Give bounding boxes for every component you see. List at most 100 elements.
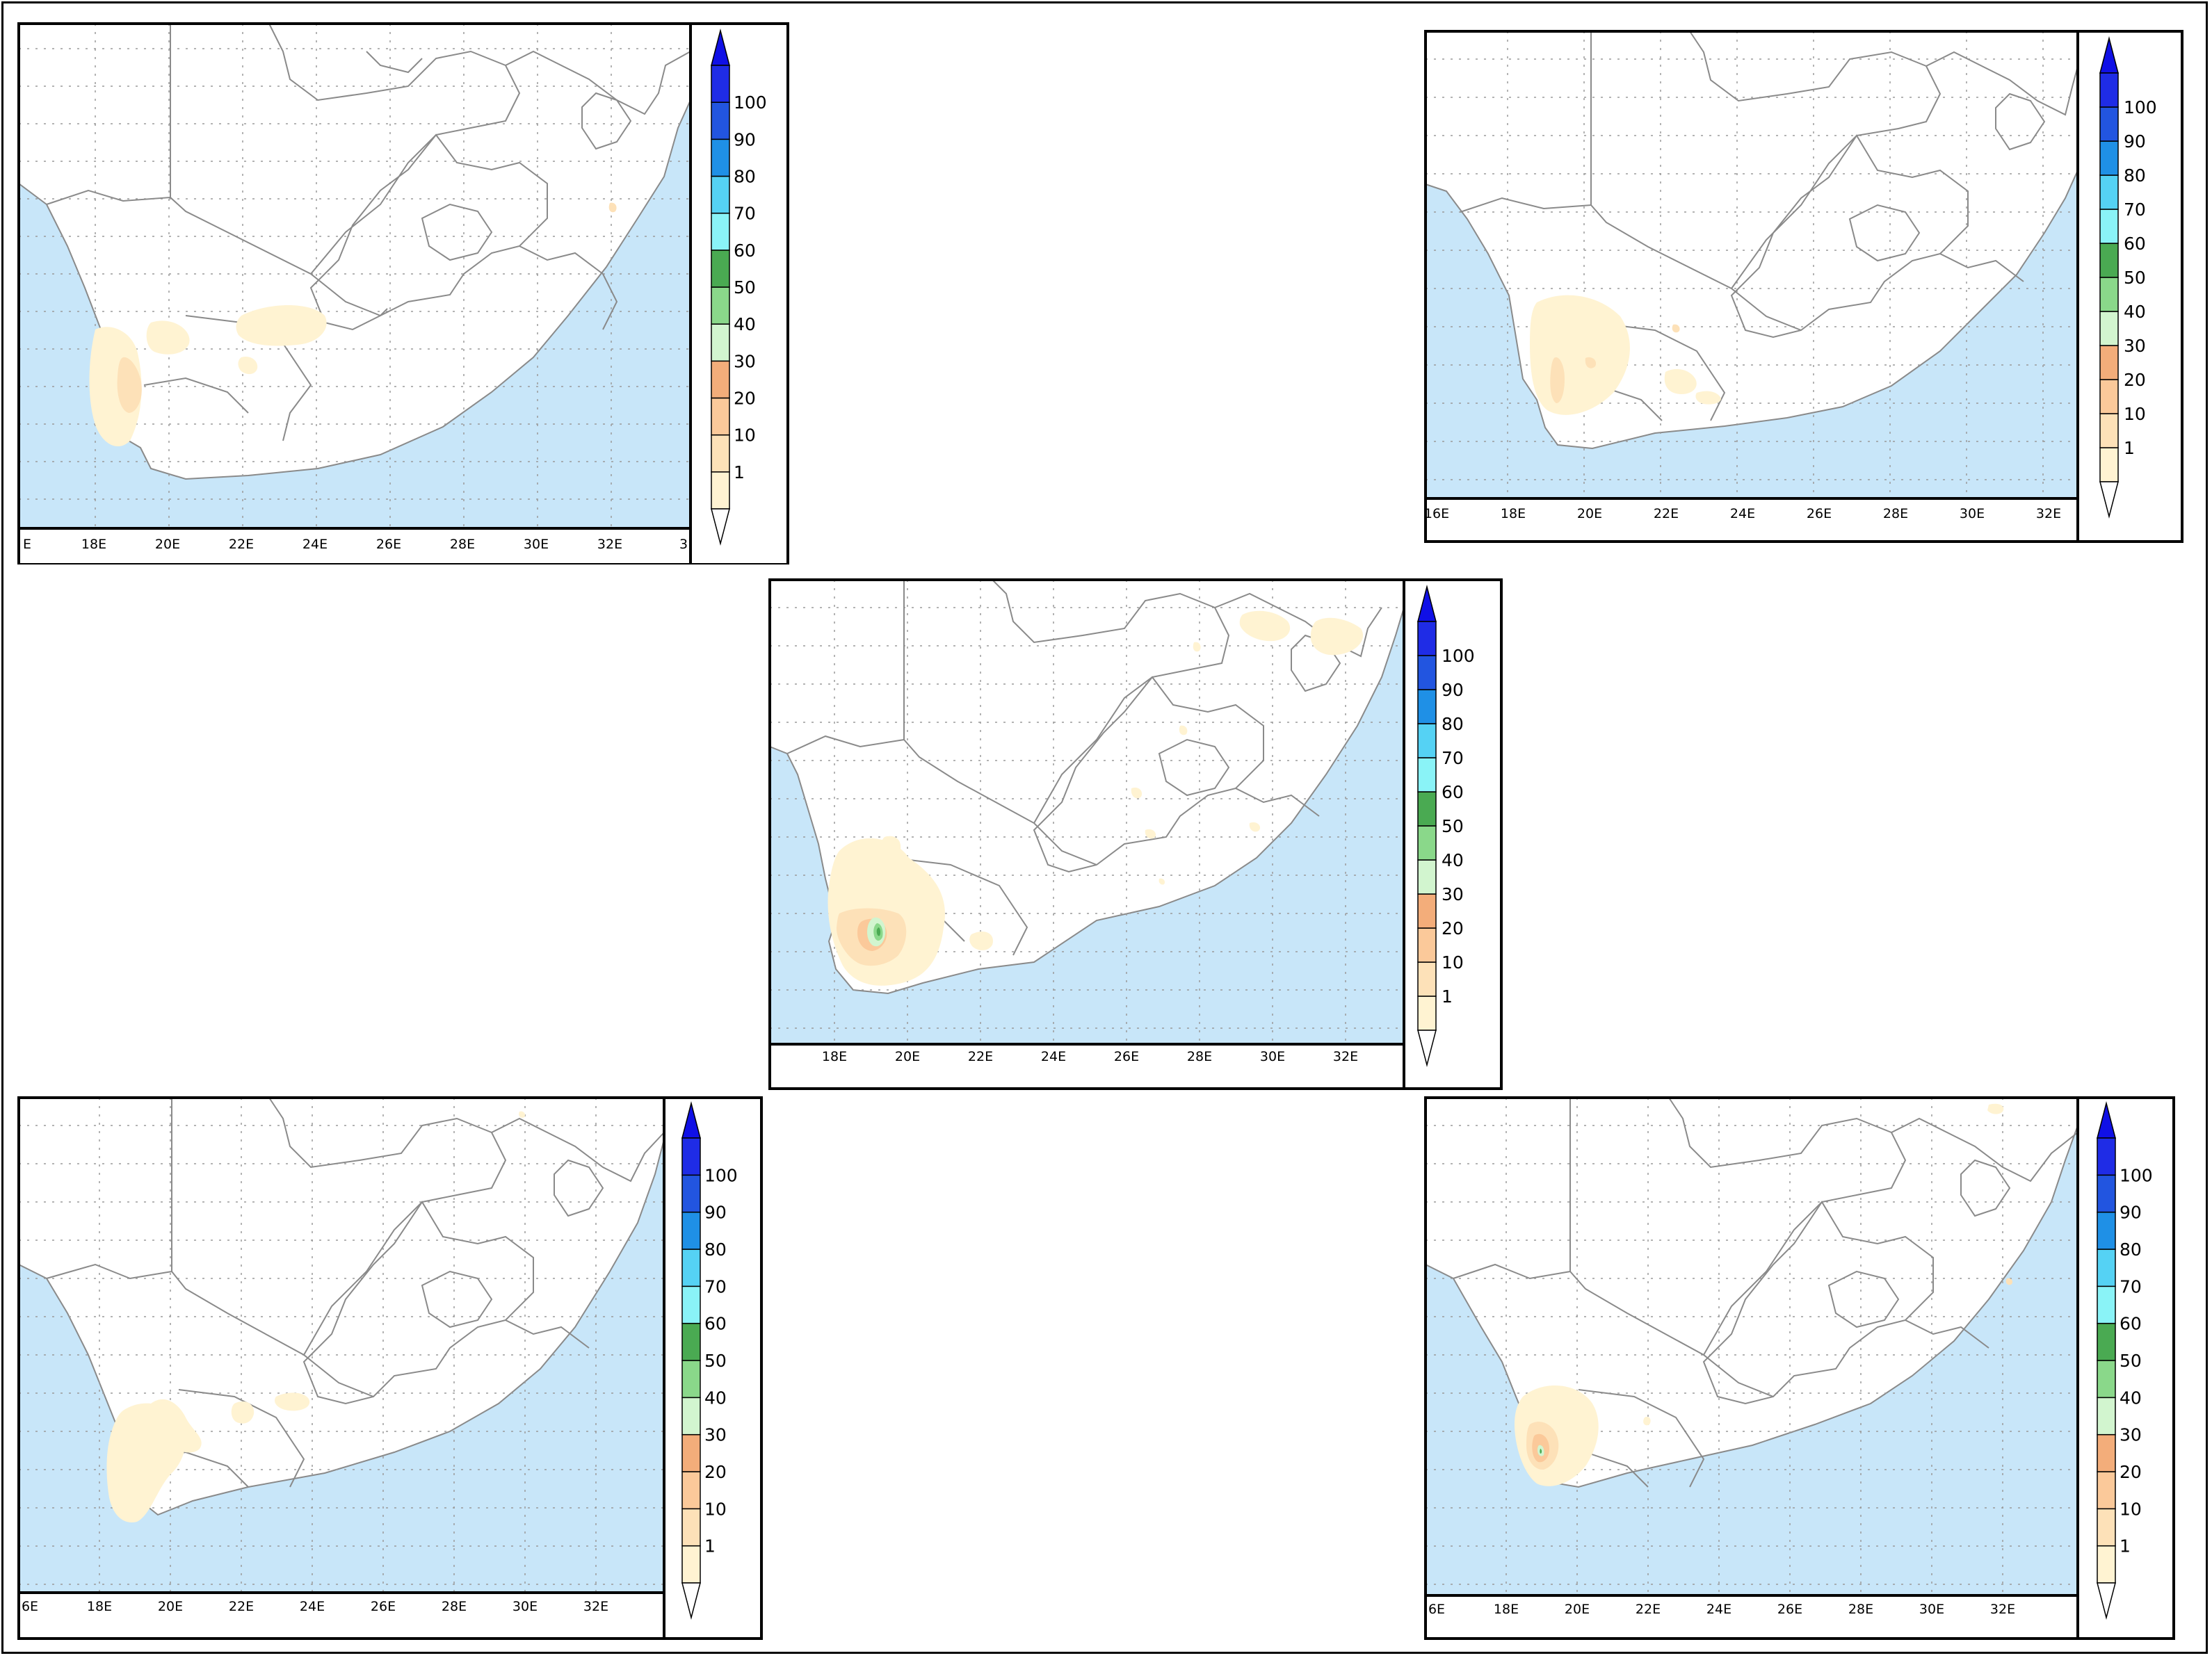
- x-tick-label: 24E: [1706, 1602, 1731, 1617]
- map-panel-svg: 16E 18E 20E 22E 24E 26E 28E 30E 32E 1 10 2…: [1424, 30, 2183, 543]
- colorbar-segment: [2097, 1360, 2116, 1399]
- colorbar-segment: [1417, 825, 1437, 861]
- x-tick-label: 18E: [822, 1049, 847, 1064]
- colorbar-tick-label: 50: [2124, 268, 2146, 288]
- colorbar-box: [2076, 30, 2183, 543]
- x-tick-label: 6E: [1428, 1602, 1445, 1617]
- colorbar-tick-label: 60: [1442, 782, 1464, 802]
- x-tick-label: 20E: [895, 1049, 920, 1064]
- colorbar-segment: [681, 1471, 701, 1510]
- colorbar-tick-label: 40: [2120, 1388, 2142, 1408]
- colorbar-segment: [2099, 345, 2119, 380]
- colorbar-segment: [681, 1211, 701, 1250]
- x-tick-label: 26E: [1777, 1602, 1802, 1617]
- colorbar-tick-label: 50: [734, 277, 756, 298]
- colorbar-segment: [2099, 243, 2119, 278]
- colorbar-tick-label: 100: [2124, 97, 2157, 117]
- land-mass: [18, 23, 691, 480]
- x-tick-label: 28E: [1883, 506, 1908, 521]
- colorbar-segment: [1417, 893, 1437, 929]
- colorbar-segment: [711, 360, 730, 399]
- colorbar-tick-label: 30: [734, 351, 756, 371]
- x-tick-label: 20E: [158, 1599, 183, 1614]
- colorbar-underflow-triangle: [1417, 1030, 1437, 1067]
- map-area: [1424, 30, 2079, 500]
- colorbar-tick-label: 80: [704, 1240, 727, 1260]
- x-tick-label: 22E: [968, 1049, 993, 1064]
- x-tick-label: 26E: [371, 1599, 396, 1614]
- colorbar-tick-label: 50: [704, 1351, 727, 1371]
- colorbar-segment: [681, 1433, 701, 1472]
- colorbar-segment: [1417, 689, 1437, 724]
- colorbar-tick-label: 40: [1442, 850, 1464, 870]
- colorbar-tick-label: 60: [2124, 234, 2146, 254]
- colorbar-tick-label: 10: [1442, 952, 1464, 973]
- colorbar-segment: [2099, 209, 2119, 244]
- colorbar-segment: [1417, 859, 1437, 895]
- x-axis-box: [17, 1591, 665, 1640]
- x-tick-label: 24E: [302, 537, 328, 552]
- x-axis-box: [17, 527, 692, 564]
- colorbar-underflow-triangle: [2099, 481, 2119, 519]
- x-axis-ticks: 16E 18E 20E 22E 24E 26E 28E 30E 32E: [1424, 506, 2061, 521]
- map-panel-center: 18E 20E 22E 24E 26E 28E 30E 32E 1 10 20 30 4…: [768, 578, 1503, 1090]
- colorbar-segment: [681, 1397, 701, 1436]
- colorbar-tick-label: 1: [2124, 438, 2135, 458]
- colorbar-tick-label: 40: [704, 1388, 727, 1408]
- x-tick-label: 28E: [1848, 1602, 1873, 1617]
- colorbar-segment: [681, 1285, 701, 1324]
- colorbar-tick-label: 30: [2120, 1425, 2142, 1445]
- colorbar-segment: [1417, 655, 1437, 690]
- colorbar-segment: [711, 471, 730, 510]
- x-tick-label: 32E: [1990, 1602, 2015, 1617]
- x-axis-ticks: 18E 20E 22E 24E 26E 28E 30E 32E: [822, 1049, 1358, 1064]
- colorbar-segment: [711, 212, 730, 251]
- x-axis-ticks: 6E 18E 20E 22E 24E 26E 28E 30E 32E: [22, 1599, 608, 1614]
- x-tick-label: 32E: [583, 1599, 608, 1614]
- map-panel-svg: 6E 18E 20E 22E 24E 26E 28E 30E 32E 1 10 20…: [1424, 1096, 2175, 1640]
- x-axis-box: [768, 1043, 1405, 1090]
- colorbar-segment: [711, 175, 730, 214]
- map-panel-svg: 18E 20E 22E 24E 26E 28E 30E 32E 1 10 20 30 4…: [768, 578, 1503, 1090]
- colorbar-tick-label: 20: [704, 1462, 727, 1482]
- colorbar-segment: [681, 1137, 701, 1176]
- colorbar-segment: [2097, 1137, 2116, 1176]
- colorbar-tick-label: 100: [704, 1165, 738, 1185]
- colorbar-segment: [2097, 1397, 2116, 1436]
- map-panel-bottom-left: 6E 18E 20E 22E 24E 26E 28E 30E 32E 1 10 20…: [17, 1096, 763, 1640]
- colorbar-underflow-triangle: [711, 508, 730, 546]
- colorbar-box: [663, 1096, 763, 1640]
- x-tick-label: 20E: [155, 537, 180, 552]
- colorbar-segment: [711, 138, 730, 177]
- colorbar-tick-label: 100: [1442, 646, 1475, 666]
- colorbar-tick-label: 10: [2124, 404, 2146, 424]
- x-tick-label: 30E: [512, 1599, 538, 1614]
- colorbar-segment: [1417, 621, 1437, 656]
- colorbar: 1 10 20 30 40 50 60 70 80 90 100: [2097, 1101, 2153, 1620]
- colorbar-segment: [711, 323, 730, 362]
- x-tick-label: 18E: [1501, 506, 1526, 521]
- colorbar-segment: [681, 1174, 701, 1213]
- map-panel-top-left: E 18E 20E 22E 24E 26E 28E 30E 32E 3 1 10 2…: [17, 22, 789, 564]
- colorbar-tick-label: 70: [1442, 748, 1464, 768]
- colorbar-segment: [1417, 757, 1437, 793]
- colorbar-tick-label: 20: [2120, 1462, 2142, 1482]
- colorbar: 1 10 20 30 40 50 60 70 80 90 100: [2099, 36, 2157, 519]
- colorbar: 1 10 20 30 40 50 60 70 80 90 100: [681, 1101, 738, 1620]
- colorbar-segment: [711, 101, 730, 140]
- colorbar-tick-label: 40: [2124, 302, 2146, 322]
- map-panel-svg: E 18E 20E 22E 24E 26E 28E 30E 32E 3 1 10 2…: [17, 22, 789, 564]
- colorbar-segment: [681, 1249, 701, 1287]
- x-tick-label: 22E: [229, 1599, 254, 1614]
- colorbar-segment: [2097, 1174, 2116, 1213]
- colorbar-segment: [711, 434, 730, 473]
- colorbar-box: [2076, 1096, 2175, 1640]
- colorbar-segment: [711, 250, 730, 288]
- colorbar-segment: [2099, 311, 2119, 346]
- colorbar-segment: [2097, 1471, 2116, 1510]
- colorbar-segment: [681, 1545, 701, 1584]
- colorbar-segment: [2099, 140, 2119, 176]
- colorbar-tick-label: 80: [1442, 714, 1464, 734]
- colorbar-tick-label: 70: [2120, 1276, 2142, 1297]
